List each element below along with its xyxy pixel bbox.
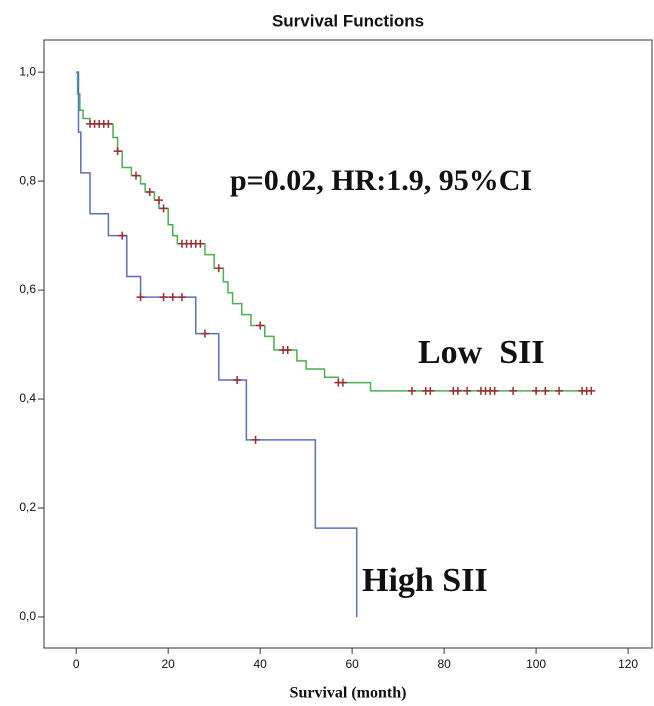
censor-mark: [453, 386, 462, 395]
censor-mark: [407, 386, 416, 395]
censor-mark: [145, 188, 154, 196]
censor-mark: [256, 321, 265, 330]
annotation: p=0.02, HR:1.9, 95%CI: [230, 164, 532, 197]
censor-mark: [426, 386, 435, 395]
y-tick-label: 0,0: [19, 609, 36, 623]
x-tick-label: 20: [161, 657, 175, 671]
y-tick-label: 0,8: [19, 173, 36, 187]
censor-mark: [463, 386, 472, 395]
chart-title: Survival Functions: [272, 11, 424, 30]
y-tick-label: 0,4: [19, 391, 36, 405]
censor-mark: [131, 171, 140, 180]
censor-mark: [177, 293, 186, 302]
censor-mark: [532, 386, 541, 395]
censor-mark: [541, 386, 550, 395]
censor-mark: [338, 378, 347, 387]
censor-mark: [283, 345, 292, 354]
censor-mark: [113, 147, 122, 156]
censor-mark: [251, 435, 260, 444]
censor-mark: [509, 386, 518, 395]
censor-mark: [168, 293, 177, 302]
y-tick-label: 1,0: [19, 64, 36, 78]
x-tick-label: 0: [73, 657, 80, 671]
survival-curve: [76, 71, 358, 617]
x-tick-label: 120: [618, 657, 638, 671]
plot-frame: [43, 39, 653, 649]
x-tick-label: 60: [345, 657, 359, 671]
x-tick-label: 100: [526, 657, 546, 671]
censor-mark: [555, 386, 564, 395]
y-tick-label: 0,2: [19, 500, 36, 514]
censor-mark: [136, 293, 145, 302]
y-tick-label: 0,6: [19, 282, 36, 296]
censor-mark: [118, 231, 127, 240]
survival-curve: [76, 71, 592, 392]
series-label: High SII: [362, 562, 488, 599]
x-axis-label: Survival (month): [290, 685, 407, 702]
censor-mark: [490, 386, 499, 395]
censor-mark: [159, 204, 168, 213]
censor-mark: [587, 386, 596, 395]
censor-mark: [196, 239, 205, 248]
censor-mark: [154, 196, 163, 205]
censor-mark: [200, 329, 209, 338]
censor-mark: [104, 119, 113, 128]
series-label: Low SII: [418, 334, 545, 371]
x-tick-label: 40: [253, 657, 267, 671]
censor-mark: [159, 293, 168, 302]
censor-mark: [233, 375, 242, 384]
censor-mark: [214, 264, 223, 273]
x-tick-label: 80: [437, 657, 451, 671]
